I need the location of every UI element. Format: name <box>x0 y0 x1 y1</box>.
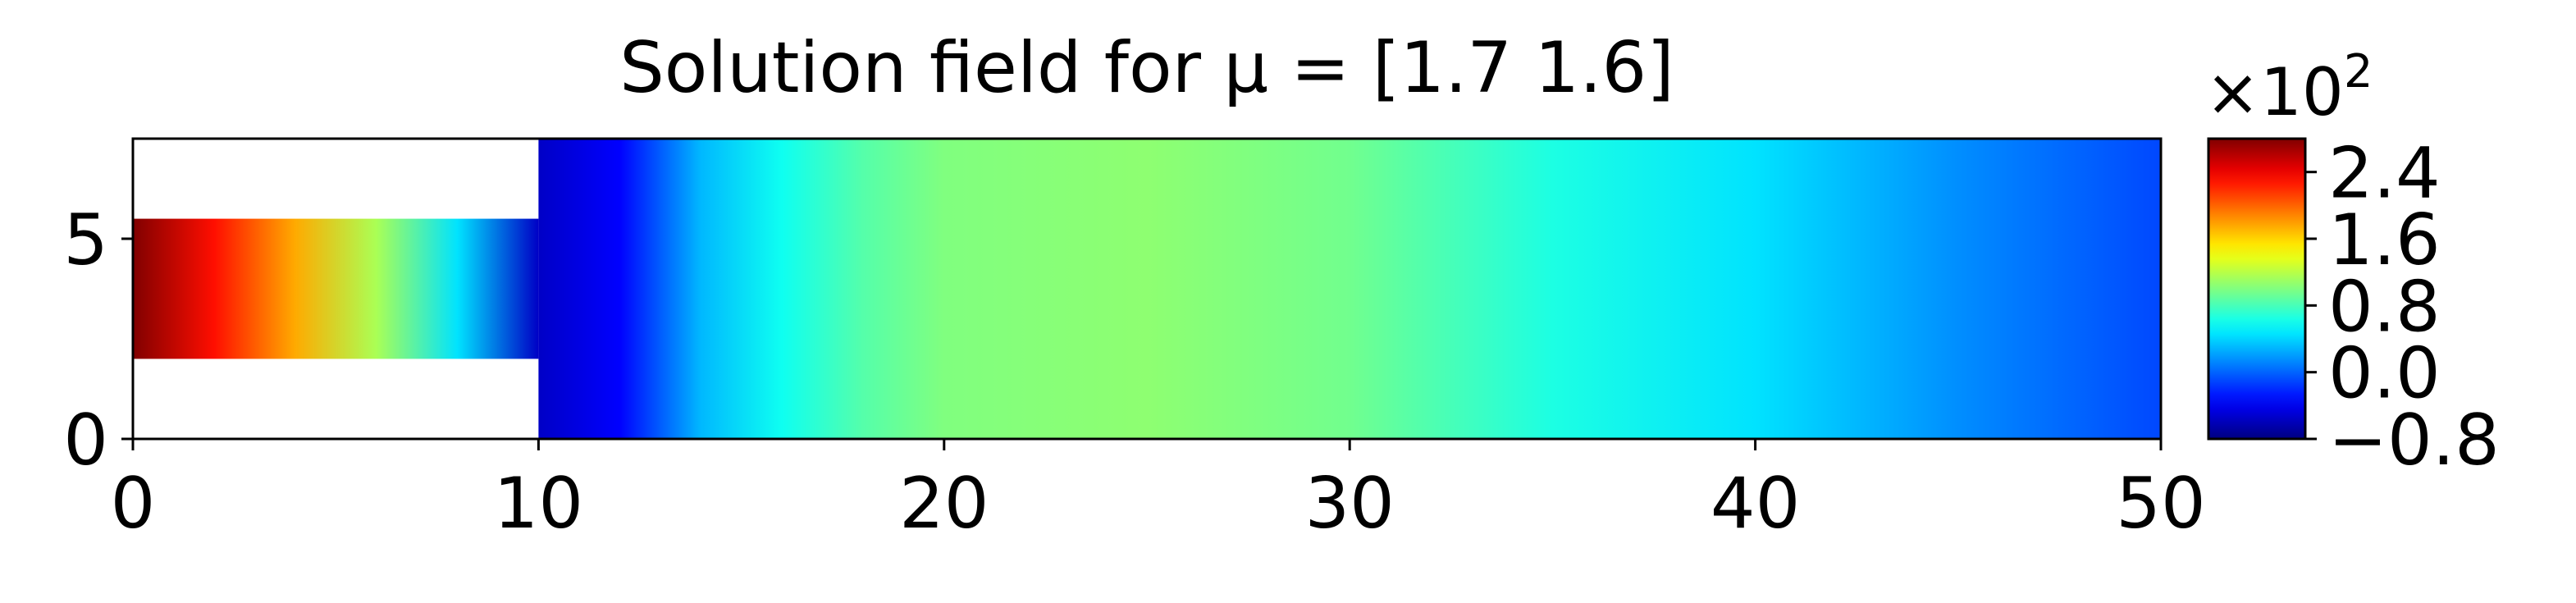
colorbar-multiplier-exponent: 2 <box>2344 45 2373 98</box>
colorbar-tick-label: −0.8 <box>2328 400 2500 482</box>
colorbar-multiplier: ×102 <box>2205 45 2373 130</box>
x-tick-label: 40 <box>1710 463 1800 545</box>
x-axis: 0 10 20 30 40 50 <box>111 439 2206 545</box>
main-channel-region <box>538 139 2161 439</box>
y-axis: 05 <box>63 199 133 482</box>
x-tick-label: 30 <box>1304 463 1394 545</box>
colorbar-gradient <box>2207 137 2307 441</box>
colorbar: −0.80.00.81.62.4 <box>2207 133 2500 482</box>
x-tick-label: 10 <box>494 463 583 545</box>
colorbar-tick-label: 0.8 <box>2328 266 2441 348</box>
solution-field <box>133 139 2161 439</box>
x-tick-label: 20 <box>899 463 989 545</box>
x-tick-label: 0 <box>111 463 156 545</box>
colorbar-tick-label: 1.6 <box>2328 199 2441 281</box>
colorbar-multiplier-base: ×10 <box>2205 54 2344 130</box>
y-tick-label: 5 <box>63 199 108 281</box>
axes-border <box>131 137 2163 441</box>
colorbar-tick-label: 2.4 <box>2328 133 2441 215</box>
chart-title: Solution field for μ = [1.7 1.6] <box>619 27 1674 109</box>
inlet-channel-region <box>133 218 539 359</box>
colorbar-tick-label: 0.0 <box>2328 333 2441 415</box>
x-tick-label: 50 <box>2116 463 2205 545</box>
y-tick-label: 0 <box>63 400 108 482</box>
plot-frame <box>131 137 2163 441</box>
